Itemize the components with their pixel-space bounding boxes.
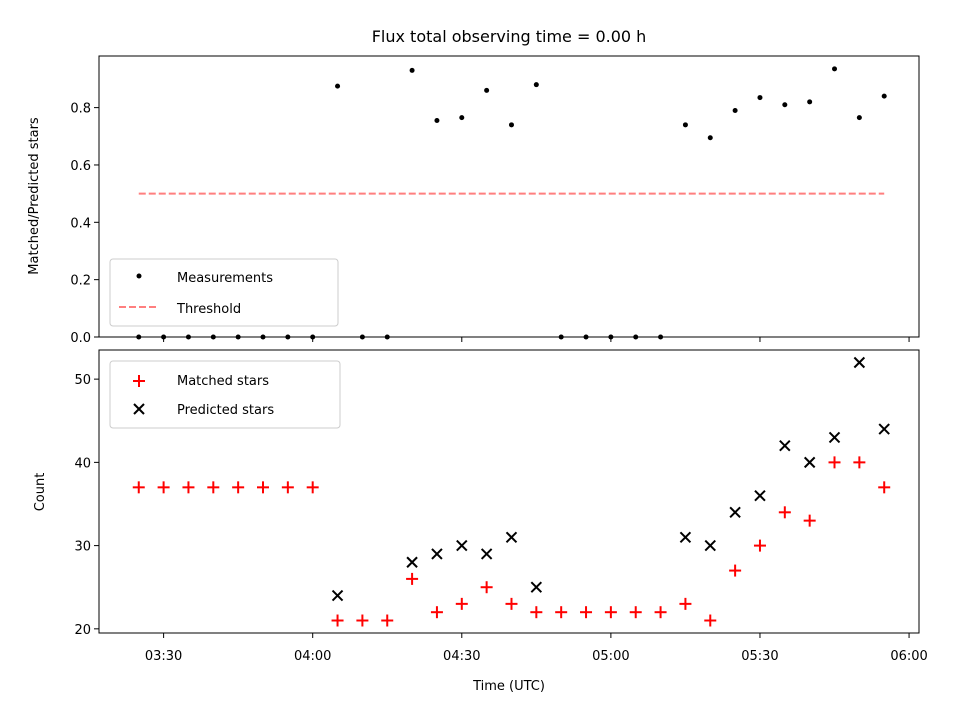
predicted-star-point [456, 539, 468, 552]
predicted-star-point [406, 556, 418, 568]
top-legend-box [109, 258, 339, 327]
legend-threshold-label: Threshold [176, 302, 241, 317]
measurement-point [856, 115, 862, 121]
predicted-star-point [779, 440, 791, 452]
matched-star-point [580, 606, 593, 619]
matched-star-point [157, 481, 170, 494]
matched-star-point [853, 456, 866, 469]
matched-star-point [480, 581, 493, 594]
matched-star-point [430, 606, 443, 619]
bottom-plot-frame [98, 349, 920, 634]
matched-star-point [704, 614, 717, 627]
matched-star-point [629, 606, 642, 619]
top-y-tick-label: 0.0 [70, 331, 91, 346]
bottom-plot: 20 30 40 50 03:30 04:00 04:30 05:00 05:30 06:00 [74, 356, 928, 664]
matched-star-point [281, 481, 294, 494]
measurement-point [732, 107, 738, 113]
matched-star-point [654, 606, 667, 619]
measurement-point [434, 118, 440, 124]
matched-star-point [878, 481, 891, 494]
legend-matched-marker [133, 375, 145, 387]
predicted-star-point [754, 489, 766, 502]
legend-predicted-label: Predicted stars [177, 403, 274, 418]
predicted-star-point [878, 423, 890, 435]
predicted-star-point [530, 581, 543, 593]
matched-star-point [182, 481, 195, 494]
matched-star-point [132, 481, 145, 494]
matched-star-point [778, 506, 791, 519]
matched-star-point [232, 481, 245, 494]
matched-star-point [406, 572, 419, 585]
measurement-point [459, 115, 465, 121]
measurement-point [782, 102, 788, 108]
predicted-star-point [505, 531, 518, 543]
x-tick-label: 04:00 [294, 649, 331, 664]
matched-star-point [306, 481, 319, 494]
measurement-point [757, 95, 763, 101]
matched-star-point [555, 606, 568, 619]
predicted-star-point [480, 548, 493, 560]
predicted-star-point [679, 531, 692, 543]
predicted-star-point [729, 506, 741, 519]
bottom-y-tick-label: 20 [74, 623, 91, 638]
x-tick-label: 05:30 [741, 649, 778, 664]
matched-star-point [257, 481, 269, 494]
matched-star-point [828, 456, 841, 469]
measurement-point [682, 122, 688, 128]
bottom-y-tick-label: 50 [74, 373, 91, 388]
measurement-point [832, 66, 838, 72]
legend-predicted-marker [133, 403, 145, 415]
x-tick-label: 06:00 [890, 649, 927, 664]
measurement-point [409, 67, 415, 73]
matched-star-point [729, 564, 742, 577]
top-y-axis-label: Matched/Predicted stars [27, 117, 42, 275]
top-y-tick-label: 0.8 [70, 102, 91, 117]
matched-star-point [505, 597, 518, 610]
bottom-y-tick-label: 40 [74, 456, 91, 471]
measurement-point [508, 122, 514, 128]
legend-matched-label: Matched stars [177, 374, 269, 389]
x-tick-label: 05:00 [592, 649, 629, 664]
top-legend: Measurements Threshold [109, 258, 339, 327]
top-y-tick-label: 0.6 [70, 159, 91, 174]
predicted-star-point [331, 589, 344, 602]
top-y-tick-label: 0.2 [70, 274, 91, 289]
predicted-star-point [431, 548, 443, 560]
x-tick-label: 03:30 [145, 649, 182, 664]
matched-star-point [530, 606, 543, 619]
predicted-star-point [853, 356, 866, 369]
measurement-point [533, 82, 539, 88]
measurement-point [707, 135, 713, 141]
measurement-point [881, 93, 887, 99]
bottom-legend-box [109, 360, 341, 429]
predicted-star-point [803, 456, 816, 469]
x-tick-label: 04:30 [443, 649, 480, 664]
measurement-point [807, 99, 813, 105]
matched-star-point [803, 514, 816, 527]
legend-measurements-label: Measurements [177, 271, 273, 286]
top-plot-frame [98, 55, 920, 338]
measurement-point [335, 83, 341, 89]
chart-title: Flux total observing time = 0.00 h [372, 27, 647, 46]
legend-measurements-marker [136, 273, 142, 279]
matched-star-point [356, 614, 369, 627]
measurement-point [484, 87, 490, 93]
top-y-tick-label: 0.4 [70, 216, 91, 231]
bottom-legend: Matched stars Predicted stars [109, 360, 341, 429]
matched-star-point [455, 597, 468, 610]
bottom-y-axis-label: Count [33, 473, 48, 512]
predicted-star-point [704, 539, 716, 552]
matched-star-point [679, 597, 692, 610]
x-axis-label: Time (UTC) [472, 679, 545, 694]
predicted-star-point [828, 431, 841, 444]
matched-star-point [753, 539, 766, 552]
matched-star-point [331, 614, 344, 627]
matched-star-point [604, 606, 617, 619]
matched-star-point [381, 614, 394, 627]
bottom-y-tick-label: 30 [74, 540, 91, 555]
matched-star-point [207, 481, 220, 494]
